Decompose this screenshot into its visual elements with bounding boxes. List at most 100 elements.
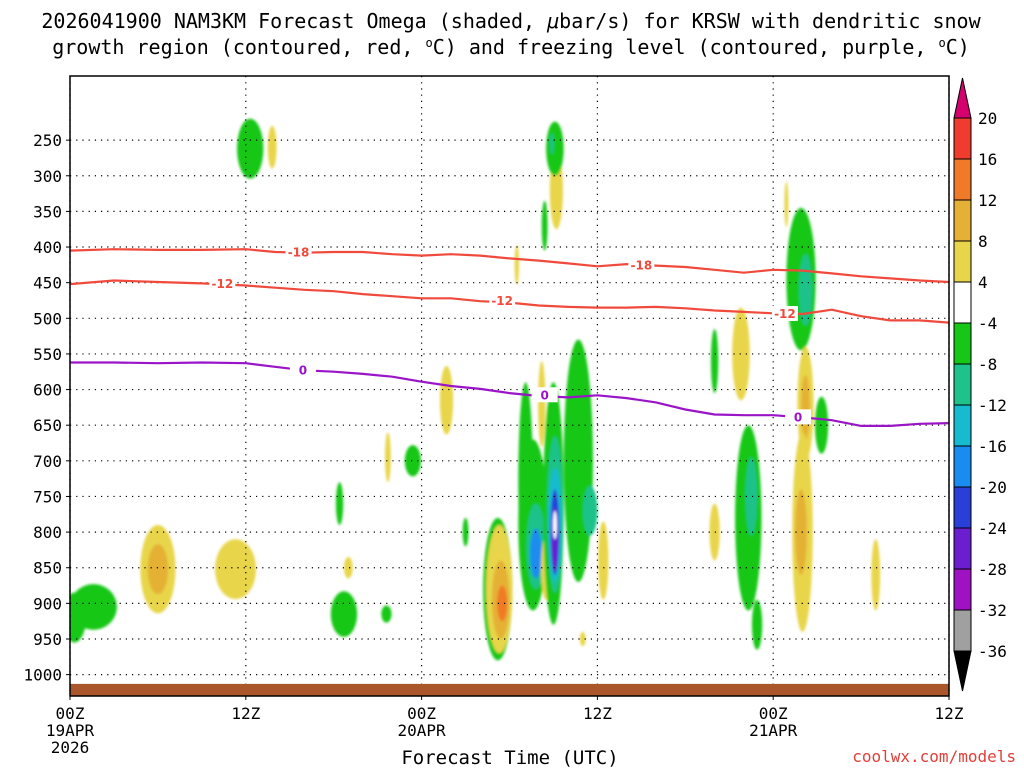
colorbar-swatch: [953, 445, 972, 488]
omega-region: [335, 482, 344, 525]
omega-region: [70, 584, 117, 630]
omega-region: [801, 375, 810, 440]
y-tick-label: 700: [33, 452, 62, 471]
contour-label: -18: [288, 246, 310, 260]
omega-region: [237, 118, 264, 179]
colorbar-swatch: [953, 568, 972, 611]
gridlines: [69, 76, 950, 696]
omega-region: [538, 361, 546, 447]
contour-label-background: [771, 306, 798, 322]
contour-label-background: [785, 409, 812, 425]
omega-region: [814, 396, 829, 454]
y-tick-label: 800: [33, 523, 62, 542]
x-tick-label: 12Z: [583, 704, 612, 723]
colorbar-level-label: -28: [978, 560, 1007, 579]
contour-label: 0: [299, 363, 307, 377]
x-tick-label: 12Z: [935, 704, 964, 723]
chart-title-line-2: growth region (contoured, red, oC) and f…: [52, 35, 970, 59]
colorbar-level-label: -24: [978, 519, 1007, 538]
colorbar-swatch: [953, 158, 972, 201]
credit-text[interactable]: coolwx.com/models: [852, 747, 1016, 766]
colorbar-level-label: 4: [978, 273, 988, 292]
colorbar-min-triangle: [953, 650, 972, 692]
omega-region: [745, 457, 758, 536]
omega-region: [530, 528, 542, 579]
colorbar-swatch: [953, 281, 972, 324]
omega-region: [751, 599, 763, 650]
colorbar-level-label: -32: [978, 601, 1007, 620]
contour-line: [70, 279, 949, 324]
y-tick-label: 750: [33, 487, 62, 506]
plot-frame: [69, 75, 950, 697]
omega-region: [384, 432, 391, 483]
colorbar-swatch: [953, 404, 972, 447]
colorbar-swatch: [953, 363, 972, 406]
y-tick-label: 650: [33, 416, 62, 435]
x-tick-label: 19APR: [46, 721, 95, 740]
omega-region: [439, 366, 454, 435]
x-tick-label: 2026: [51, 738, 90, 757]
ground-surface: [70, 683, 949, 696]
omega-region: [598, 521, 609, 600]
x-tick-label: 21APR: [749, 721, 798, 740]
temperature-contours: -18 -18 -12 -12 -12 0 0 0: [70, 244, 949, 427]
omega-region: [381, 605, 392, 623]
colorbar-level-label: -4: [978, 314, 997, 333]
colorbar-level-label: -12: [978, 396, 1007, 415]
omega-region: [147, 544, 169, 595]
omega-region: [330, 591, 358, 637]
omega-region: [546, 121, 564, 176]
colorbar-swatch: [953, 322, 972, 365]
colorbar-level-label: -8: [978, 355, 997, 374]
colorbar-level-label: -20: [978, 478, 1007, 497]
omega-region: [871, 539, 881, 611]
omega-region: [514, 244, 520, 285]
colorbar-level-label: 12: [978, 191, 997, 210]
contour-line: [70, 248, 949, 284]
omega-region: [784, 181, 789, 228]
colorbar-swatch: [953, 527, 972, 570]
y-axis: 250 300 350 400 450 500 550 600 650 700 750 800 850 9…: [23, 131, 70, 685]
colorbar-swatch: [953, 609, 972, 652]
colorbar-level-label: 8: [978, 232, 988, 251]
contour-label: 0: [794, 410, 802, 424]
colorbar-swatch: [953, 199, 972, 242]
omega-region: [541, 200, 548, 251]
omega-region: [404, 445, 421, 477]
omega-region: [549, 133, 554, 155]
y-tick-label: 350: [33, 202, 62, 221]
plot-area: -18 -18 -12 -12 -12 0 0 0: [69, 75, 950, 697]
contour-label: -12: [491, 294, 513, 308]
contour-label-background: [209, 276, 236, 292]
y-tick-label: 1000: [23, 666, 62, 685]
omega-region: [579, 631, 586, 647]
contour-label: -12: [212, 277, 234, 291]
colorbar: 20 16 12 8 4 -4 -8 -12 -16 -20 -24 -28 -32 -36: [953, 77, 1007, 692]
omega-region: [497, 585, 508, 622]
x-tick-label: 12Z: [231, 704, 260, 723]
y-tick-label: 250: [33, 131, 62, 150]
omega-region: [795, 489, 807, 575]
x-tick-label: 00Z: [56, 704, 85, 723]
contour-label-background: [531, 387, 558, 403]
omega-region: [343, 557, 353, 579]
colorbar-level-label: 20: [978, 109, 997, 128]
colorbar-swatch: [953, 486, 972, 529]
omega-region: [709, 503, 720, 561]
colorbar-level-label: -16: [978, 437, 1007, 456]
colorbar-swatch: [953, 240, 972, 283]
y-tick-label: 450: [33, 274, 62, 293]
omega-region: [732, 307, 750, 401]
y-tick-label: 850: [33, 559, 62, 578]
y-tick-label: 600: [33, 381, 62, 400]
x-tick-label: 20APR: [398, 721, 447, 740]
x-tick-label: 00Z: [407, 704, 436, 723]
contour-label-background: [489, 293, 516, 309]
omega-region: [267, 125, 277, 169]
y-tick-label: 400: [33, 238, 62, 257]
y-tick-label: 300: [33, 167, 62, 186]
y-tick-label: 950: [33, 630, 62, 649]
colorbar-max-triangle: [953, 77, 972, 119]
